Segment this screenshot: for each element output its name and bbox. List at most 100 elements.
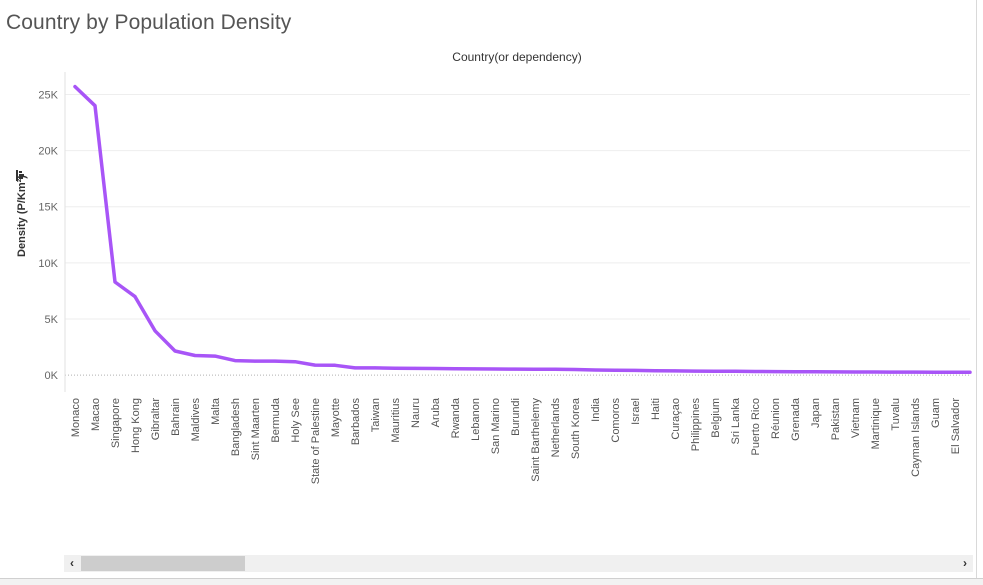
horizontal-scrollbar[interactable]: ‹ ›: [64, 555, 973, 572]
x-tick-label: Belgium: [710, 398, 722, 438]
right-border: [976, 0, 977, 585]
data-point[interactable]: [833, 370, 837, 374]
data-point[interactable]: [713, 369, 717, 373]
data-point[interactable]: [913, 370, 917, 374]
data-point[interactable]: [353, 366, 357, 370]
x-tick-label: Holy See: [290, 398, 302, 443]
x-axis-title: Country(or dependency): [452, 50, 581, 64]
x-tick-label: Bermuda: [270, 397, 282, 443]
x-tick-label: El Salvador: [950, 398, 962, 455]
data-point[interactable]: [753, 369, 757, 373]
data-point[interactable]: [893, 370, 897, 374]
data-point[interactable]: [133, 295, 137, 299]
x-tick-label: Malta: [210, 397, 222, 425]
y-tick-label: 10K: [38, 258, 58, 270]
x-tick-label: Rwanda: [450, 397, 462, 438]
data-point[interactable]: [473, 367, 477, 371]
x-tick-label: Sri Lanka: [730, 397, 742, 444]
x-tick-label: Martinique: [870, 398, 882, 449]
grid-lines: [65, 93, 970, 320]
data-point[interactable]: [253, 359, 257, 363]
data-points: [73, 85, 957, 374]
data-point[interactable]: [393, 366, 397, 370]
x-tick-label: Monaco: [70, 398, 82, 437]
y-tick-label: 15K: [38, 202, 58, 214]
data-point[interactable]: [533, 367, 537, 371]
data-point[interactable]: [593, 368, 597, 372]
x-axis-ticks: Monaco Macao Singapore Hong Kong Gibraltar Ba…: [70, 397, 962, 484]
data-point[interactable]: [413, 366, 417, 370]
data-point[interactable]: [633, 368, 637, 372]
data-point[interactable]: [553, 367, 557, 371]
x-tick-label: Grenada: [790, 397, 802, 441]
data-point[interactable]: [373, 366, 377, 370]
data-point[interactable]: [433, 367, 437, 371]
data-point[interactable]: [653, 369, 657, 373]
x-tick-label: South Korea: [570, 397, 582, 459]
data-point[interactable]: [453, 367, 457, 371]
data-point[interactable]: [233, 359, 237, 363]
data-point[interactable]: [333, 363, 337, 367]
data-point[interactable]: [213, 354, 217, 358]
density-series-line: [73, 84, 972, 374]
data-point[interactable]: [173, 349, 177, 353]
data-point[interactable]: [613, 368, 617, 372]
x-tick-label: Philippines: [690, 398, 702, 452]
data-point[interactable]: [953, 370, 957, 374]
x-tick-label: Nauru: [410, 398, 422, 428]
data-point[interactable]: [573, 368, 577, 372]
bottom-strip: [0, 579, 983, 585]
y-tick-label: 20K: [38, 146, 58, 158]
data-point[interactable]: [793, 370, 797, 374]
x-tick-label: Singapore: [110, 398, 122, 448]
data-point[interactable]: [93, 104, 97, 108]
line-chart: 0K 5K 10K 15K 20K 25K Monaco Macao Singapore Hon…: [16, 50, 972, 484]
x-tick-label: Saint Barthelemy: [530, 398, 542, 482]
x-tick-label: Lebanon: [470, 398, 482, 441]
scroll-left-icon[interactable]: ‹: [70, 556, 74, 570]
data-point[interactable]: [513, 367, 517, 371]
x-tick-label: Sint Maarten: [250, 398, 262, 460]
x-tick-label: Netherlands: [550, 398, 562, 458]
page-title: Country by Population Density: [6, 11, 292, 34]
scroll-right-icon[interactable]: ›: [963, 556, 967, 570]
data-point[interactable]: [113, 280, 117, 284]
x-tick-label: State of Palestine: [310, 398, 322, 484]
data-point[interactable]: [853, 370, 857, 374]
x-tick-label: Guam: [930, 398, 942, 428]
x-tick-label: Haiti: [650, 398, 662, 420]
x-tick-label: Barbados: [350, 398, 362, 446]
data-point[interactable]: [273, 359, 277, 363]
x-tick-label: Bangladesh: [230, 398, 242, 456]
sort-icon[interactable]: [16, 170, 24, 181]
data-point[interactable]: [673, 369, 677, 373]
data-point[interactable]: [153, 329, 157, 333]
y-tick-label: 25K: [38, 89, 58, 101]
data-point[interactable]: [733, 369, 737, 373]
x-tick-label: Macao: [90, 398, 102, 431]
data-point[interactable]: [873, 370, 877, 374]
x-tick-label: Réunion: [770, 398, 782, 439]
x-tick-label: India: [590, 397, 602, 422]
data-point[interactable]: [693, 369, 697, 373]
x-tick-label: Mayotte: [330, 398, 342, 437]
x-tick-label: Israel: [630, 398, 642, 425]
x-tick-label: San Marino: [490, 398, 502, 454]
x-tick-label: Burundi: [510, 398, 522, 436]
data-point[interactable]: [313, 363, 317, 367]
data-point[interactable]: [293, 360, 297, 364]
data-point[interactable]: [773, 370, 777, 374]
bottom-border: [0, 578, 983, 579]
data-point[interactable]: [493, 367, 497, 371]
x-tick-label: Gibraltar: [150, 398, 162, 441]
x-tick-label: Curaçao: [670, 398, 682, 440]
scrollbar-thumb[interactable]: [81, 556, 245, 571]
y-axis-title: Density (P/Km²): [16, 175, 28, 257]
data-point[interactable]: [813, 370, 817, 374]
x-tick-label: Bahrain: [170, 398, 182, 436]
data-point[interactable]: [193, 354, 197, 358]
data-point[interactable]: [933, 370, 937, 374]
x-tick-label: Puerto Rico: [750, 398, 762, 455]
data-point[interactable]: [73, 85, 77, 89]
x-tick-label: Pakistan: [830, 398, 842, 440]
